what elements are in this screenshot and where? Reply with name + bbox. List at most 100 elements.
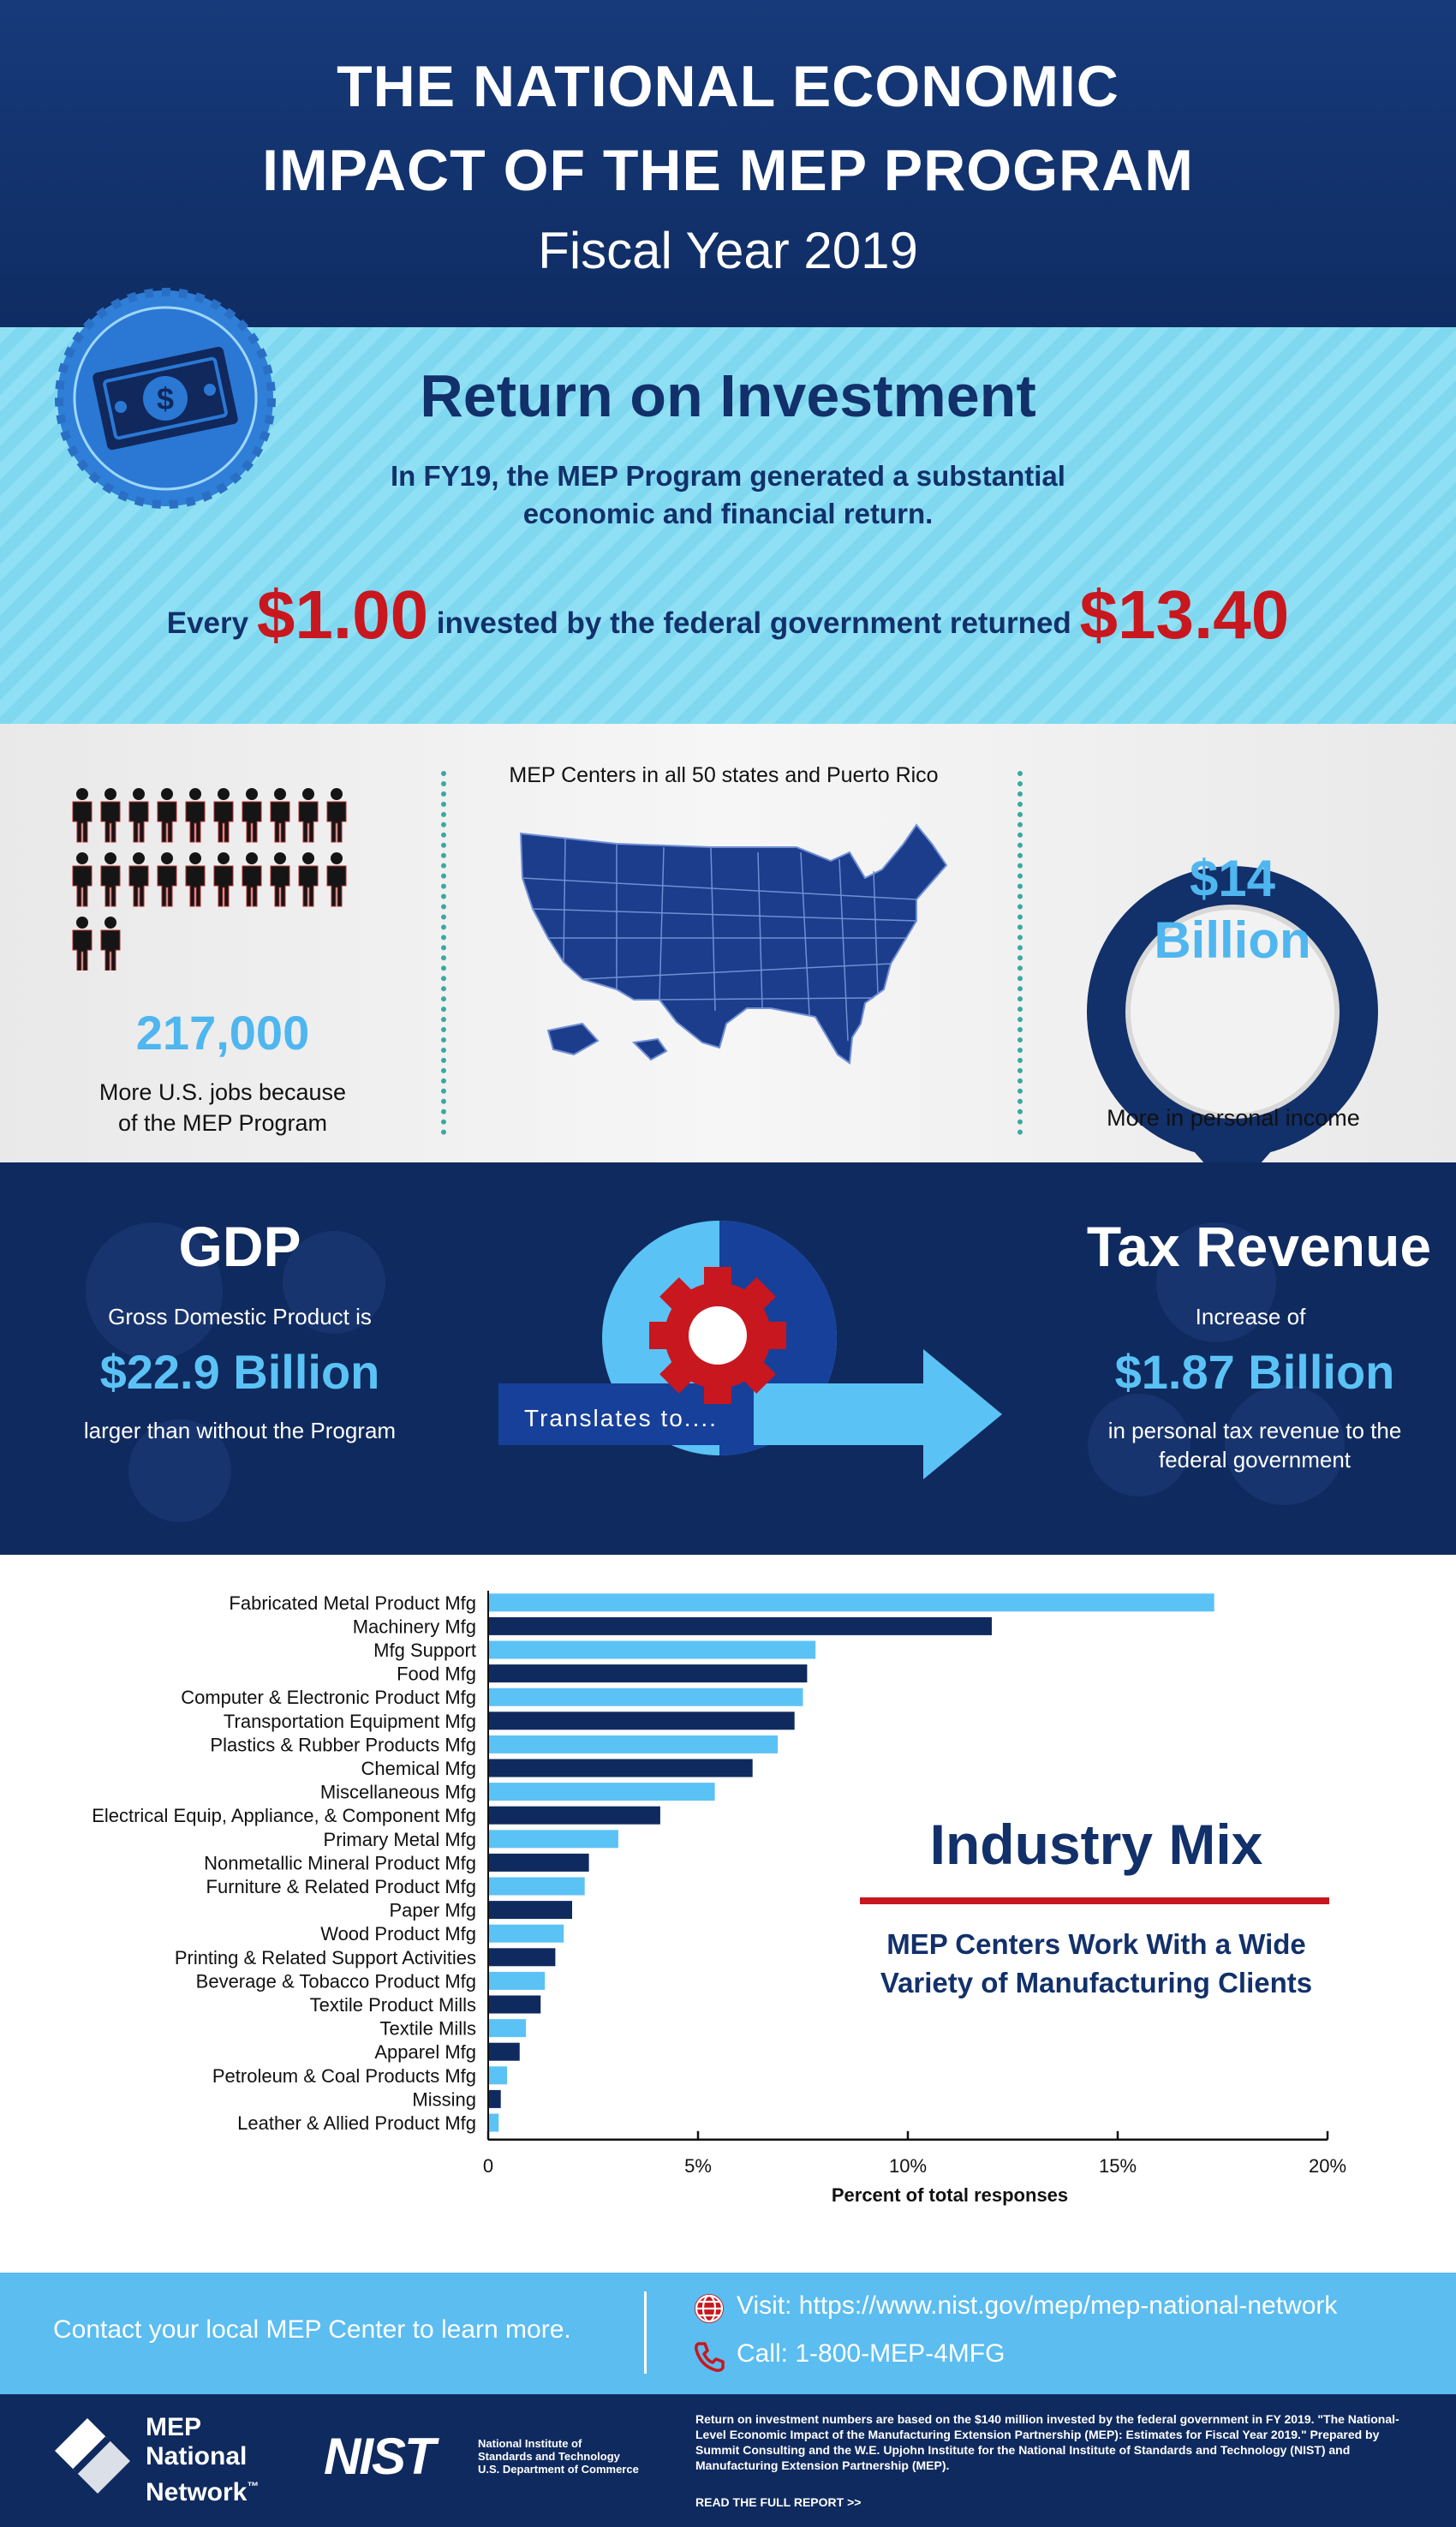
divider-left: [441, 771, 446, 1135]
category-label: Transportation Equipment Mfg: [224, 1711, 476, 1732]
category-label: Computer & Electronic Product Mfg: [181, 1687, 476, 1708]
roi-invested-amount: $1.00: [256, 576, 429, 653]
title-line-2: IMPACT OF THE MEP PROGRAM: [262, 138, 1194, 203]
visit-link[interactable]: Visit: https://www.nist.gov/mep/mep-nati…: [737, 2291, 1338, 2320]
people-icon: [72, 788, 347, 971]
category-label: Electrical Equip, Appliance, & Component…: [92, 1805, 476, 1826]
tax-heading: Tax Revenue: [1086, 1215, 1432, 1278]
roi-heading: Return on Investment: [420, 362, 1036, 429]
bar: [488, 1640, 816, 1659]
nist-sub-line-2: Standards and Technology: [478, 2450, 620, 2463]
call-link[interactable]: Call: 1-800-MEP-4MFG: [737, 2339, 1005, 2368]
person-icon: [326, 788, 347, 843]
map-caption: MEP Centers in all 50 states and Puerto …: [509, 763, 939, 787]
svg-text:$: $: [157, 381, 174, 416]
industry-sub-line-2: Variety of Manufacturing Clients: [880, 1967, 1313, 1998]
tax-text-1: Increase of: [1195, 1304, 1306, 1329]
person-icon: [213, 852, 234, 907]
mep-logo-tm: ™: [247, 2479, 260, 2493]
person-icon: [72, 852, 92, 907]
bar: [488, 1806, 660, 1825]
category-label: Furniture & Related Product Mfg: [206, 1876, 476, 1897]
bar: [488, 1688, 803, 1706]
title-line-1: THE NATIONAL ECONOMIC: [337, 54, 1119, 119]
nist-logo: NIST: [324, 2428, 436, 2485]
income-pin-icon: [1087, 866, 1378, 1195]
jobs-text-line-1: More U.S. jobs because: [98, 1079, 347, 1105]
industry-divider: [860, 1897, 1329, 1904]
industry-subheading: MEP Centers Work With a Wide Variety of …: [822, 1925, 1370, 2002]
income-value: $14 Billion: [1081, 848, 1384, 971]
jobs-text: More U.S. jobs because of the MEP Progra…: [34, 1077, 411, 1138]
divider-right: [1017, 771, 1023, 1135]
jobs-value: 217,000: [135, 1006, 310, 1060]
gdp-text-2: larger than without the Program: [83, 1418, 397, 1443]
bar: [488, 2019, 527, 2038]
source-note: Return on investment numbers are based o…: [695, 2412, 1399, 2472]
category-label: Fabricated Metal Product Mfg: [229, 1592, 476, 1614]
bar: [488, 1735, 779, 1753]
gdp-section: GDP Gross Domestic Product is $22.9 Bill…: [0, 1162, 1456, 1555]
category-label: Paper Mfg: [390, 1900, 477, 1921]
category-label: Machinery Mfg: [353, 1616, 476, 1637]
roi-section: $ Return on Investment In FY19, the MEP …: [0, 288, 1456, 724]
read-report-link[interactable]: READ THE FULL REPORT >>: [695, 2495, 862, 2509]
person-icon: [128, 852, 149, 907]
category-label: Beverage & Tobacco Product Mfg: [196, 1970, 476, 1992]
person-icon: [72, 917, 92, 971]
person-icon: [298, 788, 319, 843]
person-icon: [185, 788, 206, 843]
gdp-heading: GDP: [178, 1215, 301, 1278]
tax-value: $1.87 Billion: [1114, 1345, 1395, 1399]
person-icon: [100, 852, 121, 907]
bar: [488, 1853, 589, 1872]
footer: MEP National Network™ NIST National Inst…: [0, 2394, 1456, 2527]
mep-logo-line-1: MEP: [146, 2413, 202, 2441]
person-icon: [242, 788, 262, 843]
bar: [488, 1759, 753, 1777]
bar: [488, 1901, 572, 1920]
tax-text-line-3: federal government: [1158, 1447, 1352, 1473]
bar: [488, 1664, 808, 1683]
gear-icon: [649, 1267, 786, 1404]
person-icon: [157, 852, 177, 907]
person-icon: [213, 788, 234, 843]
contact-text: Contact your local MEP Center to learn m…: [53, 2315, 571, 2344]
bar: [488, 1924, 564, 1943]
roi-every: Every: [166, 606, 249, 640]
mep-logo-line-2: National: [146, 2442, 248, 2470]
bar: [488, 2113, 499, 2132]
bar: [488, 1830, 618, 1849]
person-icon: [128, 788, 149, 843]
x-tick-label: 5%: [684, 2155, 712, 2177]
person-icon: [100, 917, 121, 971]
category-label: Food Mfg: [397, 1664, 476, 1685]
category-label: Wood Product Mfg: [320, 1923, 476, 1945]
tax-text-2: in personal tax revenue to the federal g…: [1053, 1416, 1456, 1474]
gdp-value: $22.9 Billion: [99, 1345, 380, 1399]
us-map-icon: [519, 823, 948, 1065]
nist-logo-subtitle: National Institute of Standards and Tech…: [478, 2437, 639, 2476]
bar: [488, 2066, 508, 2085]
bar: [488, 1616, 992, 1635]
income-text: More in personal income: [1107, 1105, 1360, 1131]
person-icon: [242, 852, 262, 907]
x-tick-label: 20%: [1309, 2155, 1346, 2177]
person-icon: [326, 852, 347, 907]
mep-logo-line-3: Network: [146, 2478, 248, 2506]
bar: [488, 2042, 520, 2061]
industry-heading: Industry Mix: [929, 1813, 1263, 1876]
category-label: Textile Mills: [380, 2018, 476, 2040]
industry-section: Fabricated Metal Product Mfg Machinery Mf…: [0, 1555, 1456, 2273]
category-label: Miscellaneous Mfg: [320, 1782, 476, 1803]
bar: [488, 1783, 715, 1801]
industry-sub-line-1: MEP Centers Work With a Wide: [886, 1928, 1306, 1960]
mep-logo-text: MEP National Network™: [146, 2413, 259, 2507]
phone-icon: [695, 2342, 725, 2372]
category-label: Printing & Related Support Activities: [175, 1947, 476, 1968]
category-label: Plastics & Rubber Products Mfg: [210, 1734, 476, 1755]
cta-divider: [644, 2291, 647, 2374]
bar: [488, 1971, 546, 1990]
roi-sub-line-2: economic and financial return.: [522, 498, 934, 529]
